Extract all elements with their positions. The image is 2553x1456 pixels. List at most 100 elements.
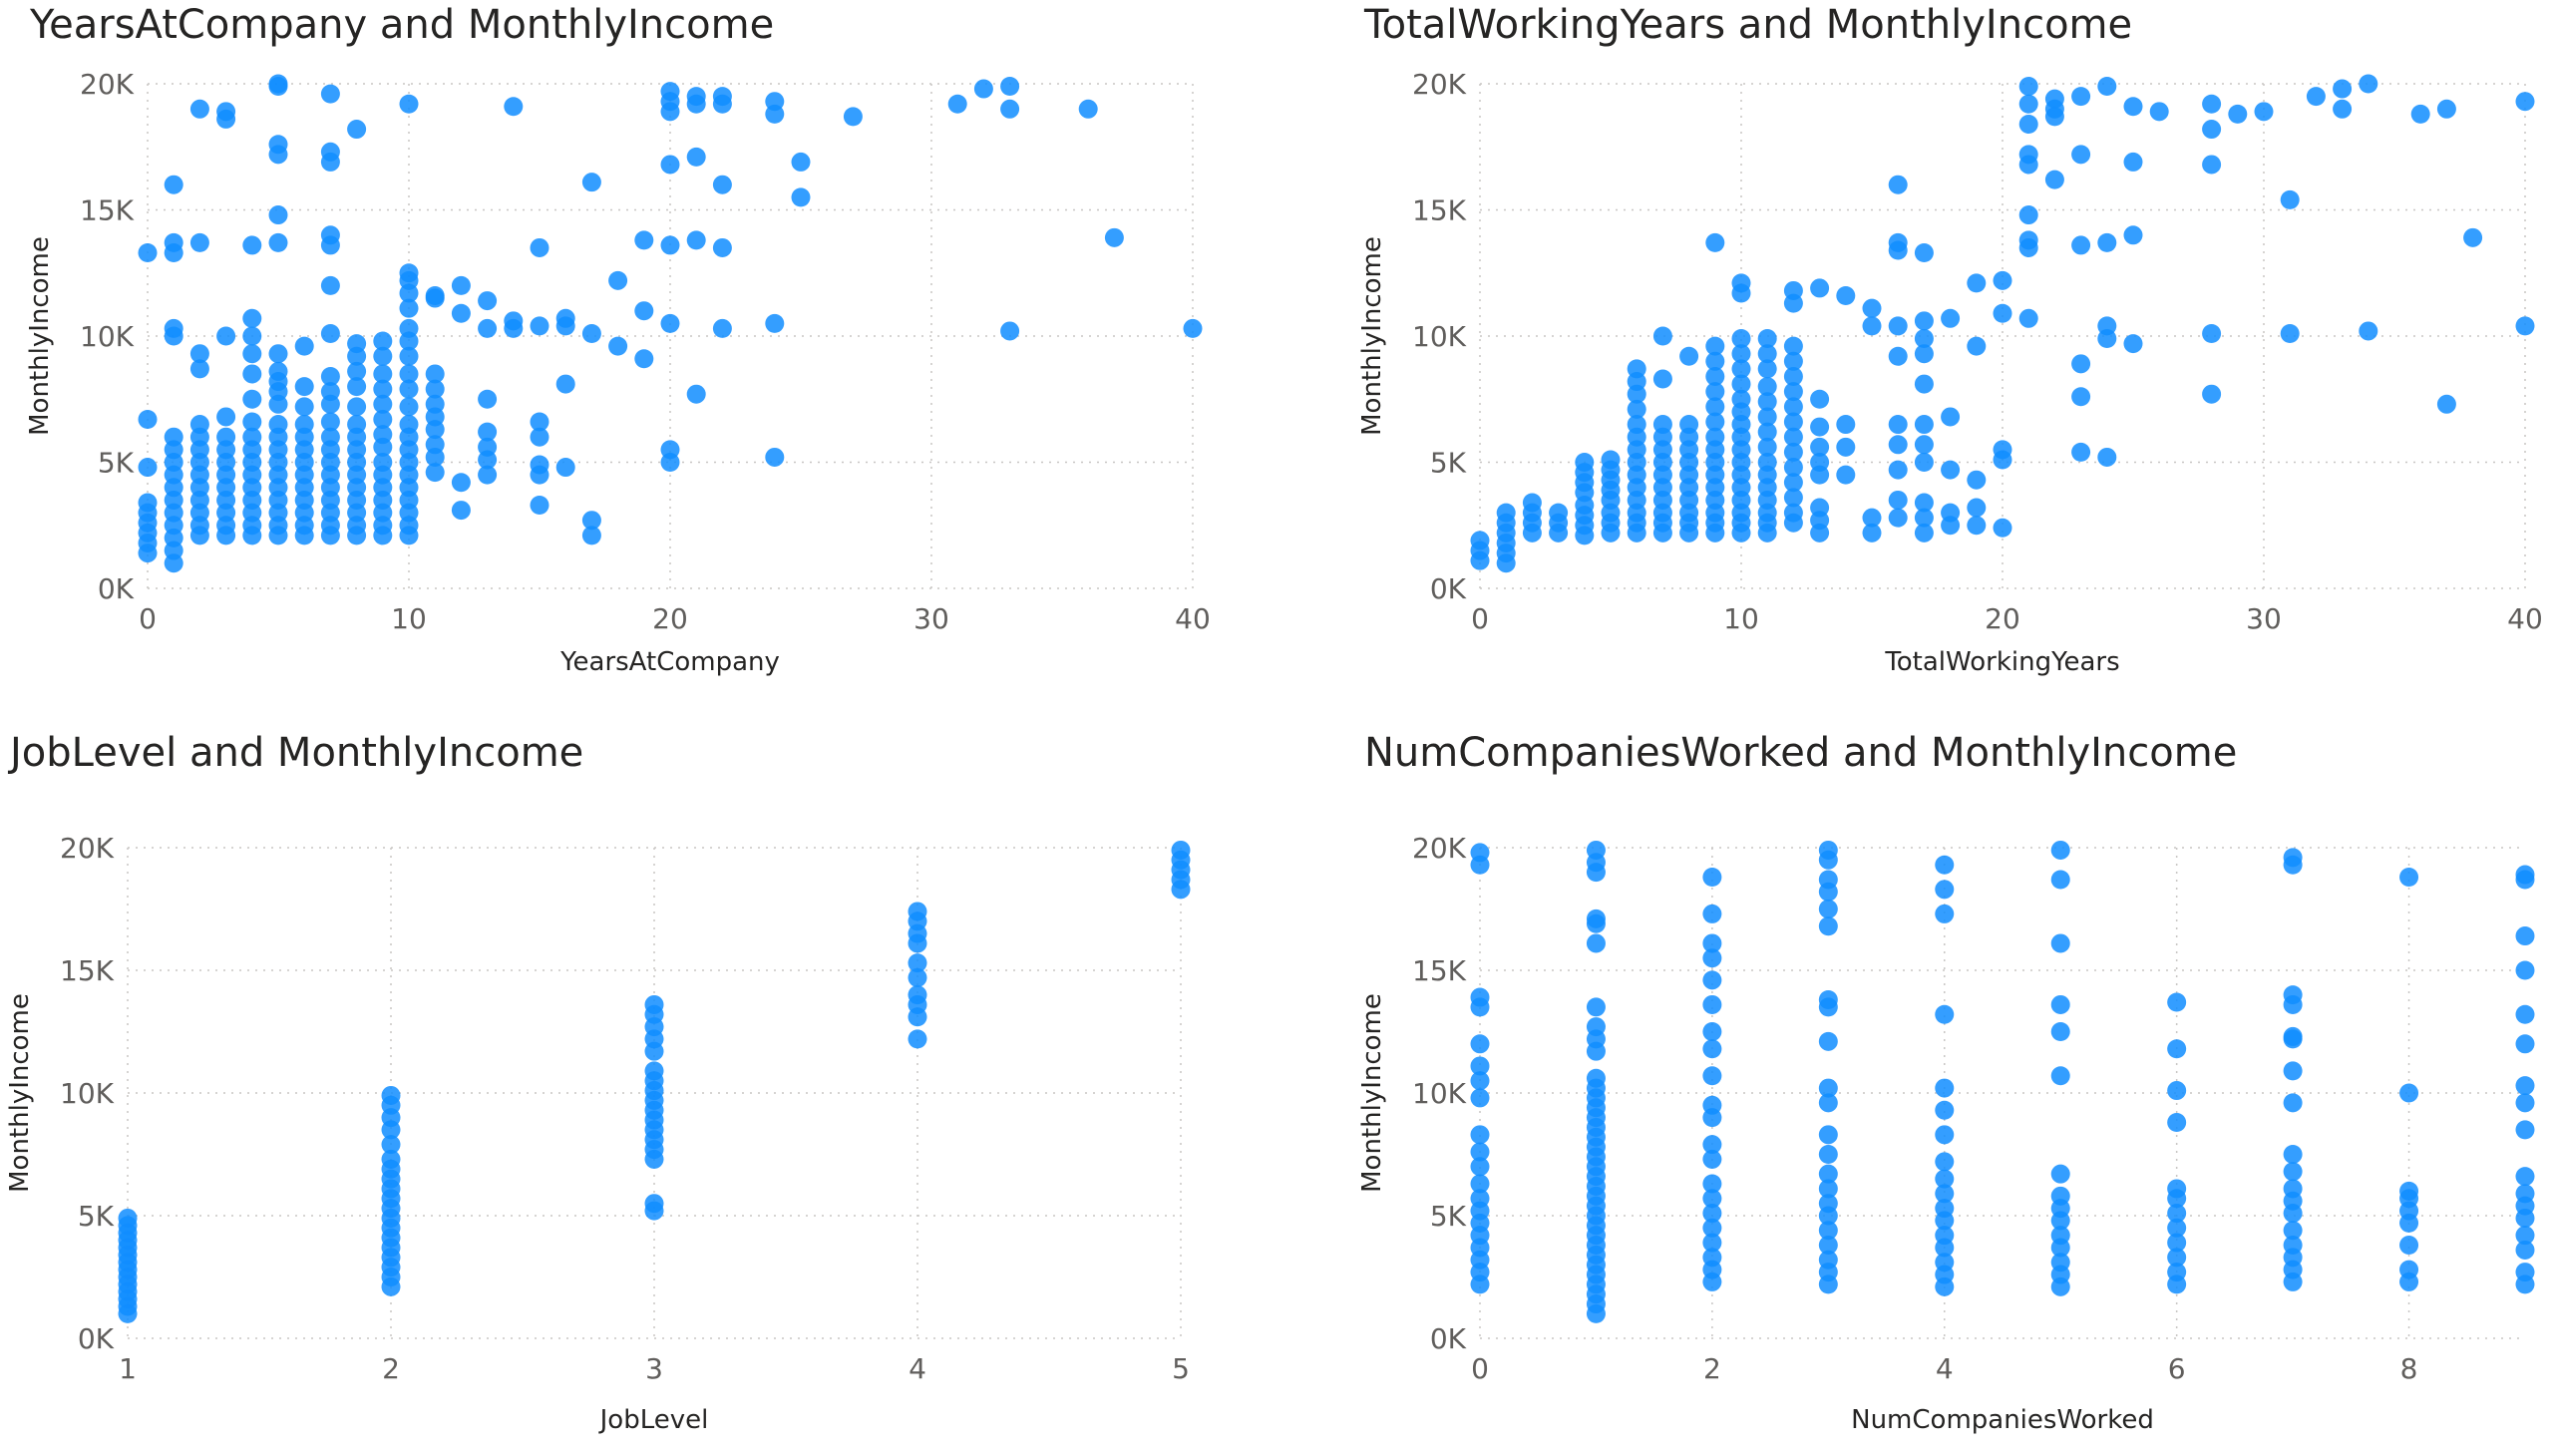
data-point[interactable] bbox=[1586, 933, 1606, 953]
data-point[interactable] bbox=[1470, 1071, 1490, 1091]
data-point[interactable] bbox=[2283, 1061, 2303, 1081]
data-point[interactable] bbox=[268, 135, 288, 155]
data-point[interactable] bbox=[478, 465, 498, 485]
data-point[interactable] bbox=[373, 379, 393, 399]
data-point[interactable] bbox=[2436, 99, 2456, 119]
data-point[interactable] bbox=[2071, 387, 2091, 407]
data-point[interactable] bbox=[1935, 904, 1955, 923]
data-point[interactable] bbox=[1183, 318, 1203, 338]
data-point[interactable] bbox=[347, 120, 367, 140]
data-point[interactable] bbox=[425, 379, 445, 399]
data-point[interactable] bbox=[399, 364, 419, 384]
data-point[interactable] bbox=[634, 301, 654, 321]
data-point[interactable] bbox=[530, 412, 549, 432]
data-point[interactable] bbox=[242, 389, 262, 409]
data-point[interactable] bbox=[381, 1149, 401, 1169]
data-point[interactable] bbox=[242, 364, 262, 384]
data-point[interactable] bbox=[451, 303, 471, 323]
data-point[interactable] bbox=[2202, 120, 2222, 140]
data-point[interactable] bbox=[1549, 503, 1569, 523]
data-point[interactable] bbox=[2050, 1164, 2070, 1184]
data-point[interactable] bbox=[2071, 87, 2091, 107]
data-point[interactable] bbox=[1818, 1221, 1838, 1241]
data-point[interactable] bbox=[581, 173, 601, 192]
data-point[interactable] bbox=[216, 102, 236, 122]
data-point[interactable] bbox=[686, 87, 706, 107]
data-point[interactable] bbox=[1836, 465, 1856, 485]
data-point[interactable] bbox=[712, 87, 732, 107]
data-point[interactable] bbox=[2071, 354, 2091, 374]
data-point[interactable] bbox=[1702, 1066, 1722, 1086]
data-point[interactable] bbox=[908, 1029, 927, 1049]
data-point[interactable] bbox=[1702, 1022, 1722, 1041]
data-point[interactable] bbox=[216, 407, 236, 427]
data-point[interactable] bbox=[1705, 232, 1725, 252]
data-point[interactable] bbox=[1935, 880, 1955, 900]
data-point[interactable] bbox=[1941, 503, 1961, 523]
data-point[interactable] bbox=[1818, 1093, 1838, 1113]
data-point[interactable] bbox=[504, 311, 524, 331]
data-point[interactable] bbox=[2515, 92, 2535, 112]
data-point[interactable] bbox=[347, 397, 367, 417]
data-point[interactable] bbox=[1705, 366, 1725, 386]
data-point[interactable] bbox=[1818, 1236, 1838, 1256]
data-point[interactable] bbox=[320, 275, 340, 295]
data-point[interactable] bbox=[451, 473, 471, 493]
data-point[interactable] bbox=[1783, 442, 1803, 462]
data-point[interactable] bbox=[320, 382, 340, 402]
data-point[interactable] bbox=[425, 435, 445, 455]
data-point[interactable] bbox=[1731, 389, 1751, 409]
data-point[interactable] bbox=[2283, 1093, 2303, 1113]
data-point[interactable] bbox=[2254, 102, 2274, 122]
data-point[interactable] bbox=[1702, 1233, 1722, 1253]
data-point[interactable] bbox=[164, 427, 183, 447]
data-point[interactable] bbox=[1000, 77, 1020, 97]
data-point[interactable] bbox=[1702, 1039, 1722, 1059]
data-point[interactable] bbox=[2515, 865, 2535, 885]
data-point[interactable] bbox=[1935, 1004, 1955, 1024]
data-point[interactable] bbox=[1470, 1157, 1490, 1177]
data-point[interactable] bbox=[399, 263, 419, 283]
data-point[interactable] bbox=[1914, 453, 1934, 472]
data-point[interactable] bbox=[189, 344, 209, 364]
data-point[interactable] bbox=[1078, 99, 1098, 119]
data-point[interactable] bbox=[1731, 374, 1751, 394]
data-point[interactable] bbox=[1967, 273, 1987, 293]
data-point[interactable] bbox=[1470, 1174, 1490, 1194]
data-point[interactable] bbox=[1818, 1125, 1838, 1145]
data-point[interactable] bbox=[843, 107, 863, 127]
data-point[interactable] bbox=[2283, 1026, 2303, 1046]
data-point[interactable] bbox=[1818, 1031, 1838, 1051]
data-point[interactable] bbox=[478, 437, 498, 457]
data-point[interactable] bbox=[2359, 321, 2378, 341]
data-point[interactable] bbox=[399, 346, 419, 366]
data-point[interactable] bbox=[1731, 344, 1751, 364]
data-point[interactable] bbox=[1757, 377, 1777, 397]
data-point[interactable] bbox=[1470, 1056, 1490, 1076]
data-point[interactable] bbox=[2167, 1204, 2187, 1224]
data-point[interactable] bbox=[712, 175, 732, 194]
data-point[interactable] bbox=[1914, 415, 1934, 435]
data-point[interactable] bbox=[2018, 77, 2038, 97]
data-point[interactable] bbox=[2167, 1248, 2187, 1268]
data-point[interactable] bbox=[1783, 366, 1803, 386]
data-point[interactable] bbox=[2097, 316, 2117, 336]
data-point[interactable] bbox=[1757, 453, 1777, 472]
data-point[interactable] bbox=[1757, 329, 1777, 349]
data-point[interactable] bbox=[608, 336, 628, 356]
data-point[interactable] bbox=[1783, 488, 1803, 508]
data-point[interactable] bbox=[1470, 1088, 1490, 1108]
data-point[interactable] bbox=[2283, 1236, 2303, 1256]
data-point[interactable] bbox=[660, 235, 680, 255]
data-point[interactable] bbox=[1171, 840, 1191, 860]
data-point[interactable] bbox=[1941, 308, 1961, 328]
data-point[interactable] bbox=[530, 455, 549, 475]
data-point[interactable] bbox=[1757, 437, 1777, 457]
data-point[interactable] bbox=[1810, 389, 1830, 409]
data-point[interactable] bbox=[1575, 453, 1595, 472]
data-point[interactable] bbox=[2018, 94, 2038, 114]
data-point[interactable] bbox=[1652, 369, 1672, 389]
data-point[interactable] bbox=[1702, 948, 1722, 968]
data-point[interactable] bbox=[765, 92, 785, 112]
data-point[interactable] bbox=[189, 232, 209, 252]
